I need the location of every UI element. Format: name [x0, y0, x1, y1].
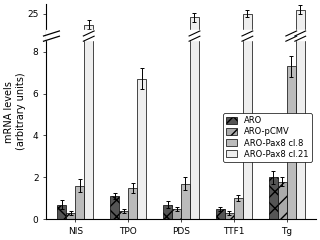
Bar	[128, 188, 137, 219]
Bar	[163, 204, 172, 219]
Bar	[225, 213, 234, 219]
Bar	[190, 17, 199, 219]
Bar	[137, 79, 146, 219]
Bar	[172, 209, 181, 219]
Bar	[119, 211, 128, 219]
Bar	[75, 186, 84, 219]
Y-axis label: mRNA levels
(arbitrary units): mRNA levels (arbitrary units)	[4, 73, 26, 150]
Bar	[278, 181, 287, 219]
Bar	[234, 198, 243, 219]
Bar	[216, 209, 225, 219]
Bar	[110, 196, 119, 219]
Bar	[46, 30, 316, 40]
Bar	[296, 10, 305, 219]
Legend: ARO, ARO-pCMV, ARO-Pax8 cl.8, ARO-Pax8 cl.21: ARO, ARO-pCMV, ARO-Pax8 cl.8, ARO-Pax8 c…	[223, 113, 312, 162]
Bar	[269, 177, 278, 219]
Bar	[243, 14, 252, 219]
Bar	[84, 25, 93, 219]
Bar	[287, 66, 296, 219]
Bar	[66, 213, 75, 219]
Bar	[57, 204, 66, 219]
Bar	[181, 184, 190, 219]
